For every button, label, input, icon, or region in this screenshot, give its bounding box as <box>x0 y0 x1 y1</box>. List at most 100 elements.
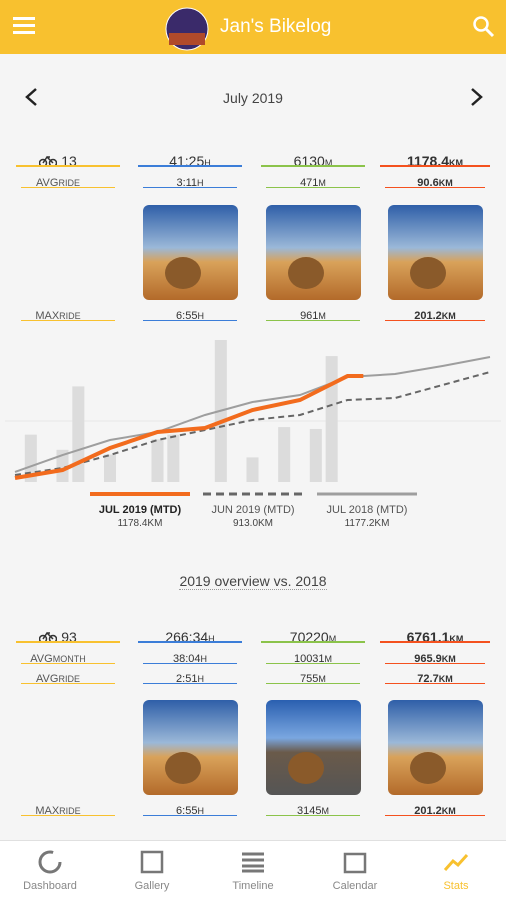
app-title: Jan's Bikelog <box>220 16 332 37</box>
tab-icon <box>140 850 164 874</box>
stat-unit: KM <box>449 634 464 644</box>
row-label: AVG <box>30 653 53 665</box>
stat-cell: 471M <box>261 175 365 191</box>
row-sub: MONTH <box>52 654 86 664</box>
previous-month[interactable] <box>22 87 42 107</box>
underline <box>21 320 115 321</box>
tab[interactable]: Calendar <box>305 842 405 892</box>
stat-cell: 965.9KM <box>380 651 490 667</box>
stat-value: 6:55 <box>176 805 198 817</box>
ride-photo[interactable] <box>266 205 361 300</box>
stat-unit: KM <box>449 158 464 168</box>
stat-cell: AVGMONTH <box>8 651 108 667</box>
line-series <box>14 371 491 476</box>
legend-name: JUN 2019 (MTD) <box>211 504 295 516</box>
underline <box>385 815 485 816</box>
underline <box>385 187 485 188</box>
underline <box>385 663 485 664</box>
legend-swatch <box>203 492 303 496</box>
ride-photo[interactable] <box>388 700 483 795</box>
bar <box>24 434 37 482</box>
avatar[interactable] <box>165 7 209 51</box>
search-button[interactable] <box>472 15 496 39</box>
ride-photo[interactable] <box>266 700 361 795</box>
tab-icon <box>343 852 367 874</box>
tab-glyph <box>242 852 264 873</box>
underline <box>16 165 120 167</box>
stat-cell: 38:04H <box>138 651 242 667</box>
row-label: MAX <box>35 310 60 322</box>
tab-icon <box>242 852 264 873</box>
stat-value: 10031 <box>293 653 325 665</box>
row-label: AVG <box>36 673 59 685</box>
underline <box>143 320 237 321</box>
bar <box>309 428 322 482</box>
photo-detail <box>288 257 324 289</box>
tab-icon <box>443 853 469 871</box>
stat-unit: KM <box>441 311 456 321</box>
stat-cell: 6761.1KM <box>380 629 490 647</box>
tab-glyph <box>443 853 469 871</box>
legend-swatch <box>317 492 417 496</box>
bar <box>56 449 69 482</box>
legend-name: JUL 2018 (MTD) <box>326 504 408 516</box>
stat-unit: H <box>200 654 208 664</box>
underline <box>266 683 360 684</box>
stat-unit: KM <box>438 178 453 188</box>
tab-glyph <box>38 850 62 874</box>
stat-cell: 90.6KM <box>380 175 490 191</box>
stat-value: 961 <box>300 310 319 322</box>
photo-detail <box>410 257 446 289</box>
underline <box>380 165 490 167</box>
ride-photo[interactable] <box>388 205 483 300</box>
stat-cell: 10031M <box>261 651 365 667</box>
month-label: July 2019 <box>223 90 283 106</box>
underline <box>261 165 365 167</box>
stat-cell: 961M <box>261 308 365 324</box>
tab-label: Dashboard <box>23 880 77 892</box>
underline <box>138 165 242 167</box>
stat-cell: 3145M <box>261 803 365 819</box>
stat-value: 90.6 <box>417 177 439 189</box>
ride-photo[interactable] <box>143 700 238 795</box>
stat-value: 2:51 <box>176 673 198 685</box>
stat-value: 965.9 <box>414 653 442 665</box>
distance-chart <box>5 340 501 482</box>
legend-name: JUL 2019 (MTD) <box>98 504 182 516</box>
photo-detail <box>165 257 201 289</box>
menu-button[interactable] <box>12 15 38 37</box>
stat-unit: H <box>204 158 211 168</box>
next-month[interactable] <box>466 87 486 107</box>
stat-cell: 201.2KM <box>380 308 490 324</box>
bar <box>167 434 180 482</box>
underline <box>138 641 242 643</box>
tab[interactable]: Stats <box>406 842 506 892</box>
underline <box>16 641 120 643</box>
tab[interactable]: Timeline <box>203 842 303 892</box>
line-series <box>14 356 491 473</box>
stat-value: 201.2 <box>414 805 442 817</box>
stat-cell: 201.2KM <box>380 803 490 819</box>
underline <box>143 663 237 664</box>
stat-cell: 72.7KM <box>380 671 490 687</box>
tab[interactable]: Dashboard <box>0 842 100 892</box>
frame <box>42 155 54 164</box>
stat-cell: AVGRIDE <box>8 671 108 687</box>
stat-value: 471 <box>300 177 319 189</box>
stat-unit: H <box>208 634 215 644</box>
stat-cell: 6:55H <box>138 308 242 324</box>
legend-total: 1177.2KM <box>344 518 390 529</box>
stat-cell: 41:25H <box>138 153 242 171</box>
overview-title: 2019 overview vs. 2018 <box>0 573 506 590</box>
ride-photo[interactable] <box>143 205 238 300</box>
stat-cell: MAXRIDE <box>8 308 108 324</box>
tab[interactable]: Gallery <box>102 842 202 892</box>
bar <box>104 454 116 482</box>
underline <box>266 663 360 664</box>
photo-detail <box>288 752 324 784</box>
underline <box>143 815 237 816</box>
stat-value: 755 <box>300 673 319 685</box>
stat-unit: H <box>197 674 204 684</box>
legend-total: 913.0KM <box>232 518 274 529</box>
legend-total: 1178.4KM <box>117 518 163 529</box>
